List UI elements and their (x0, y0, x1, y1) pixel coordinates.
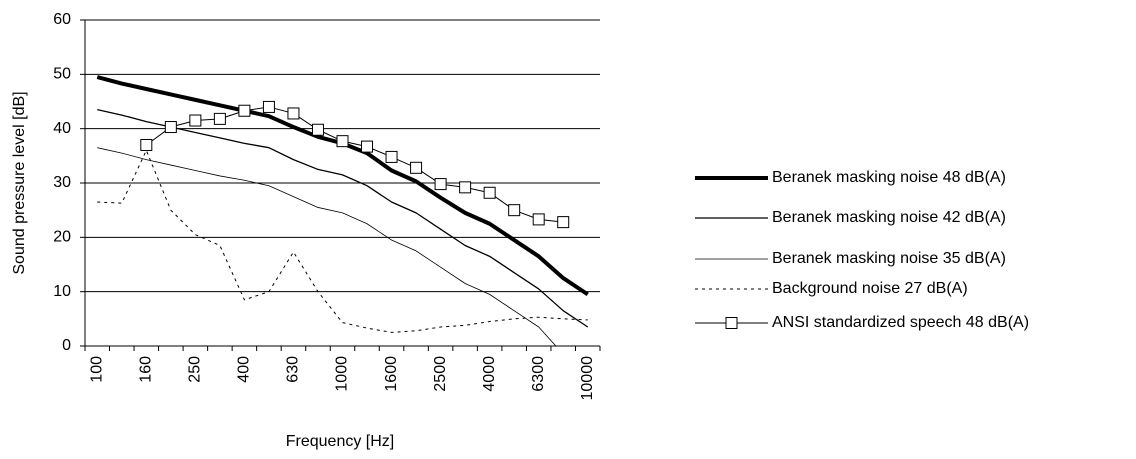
marker (287, 107, 300, 120)
plot-area (96, 75, 589, 346)
series-line (97, 109, 589, 328)
x-tick-label: 400 (236, 356, 253, 383)
x-axis-title: Frequency [Hz] (286, 433, 394, 450)
marker (140, 138, 153, 151)
y-tick-label: 10 (53, 283, 71, 300)
marker (361, 140, 374, 153)
legend-label: ANSI standardized speech 48 dB(A) (772, 314, 1029, 331)
x-tick-label: 160 (138, 356, 155, 383)
x-tick-label: 1000 (334, 356, 351, 392)
x-tick-label: 10000 (579, 356, 596, 401)
x-tick-label: 250 (187, 356, 204, 383)
series-line (146, 106, 564, 223)
marker (213, 112, 226, 125)
x-tick-label: 100 (88, 356, 105, 383)
y-tick-label: 50 (53, 66, 71, 83)
series-line (96, 75, 589, 297)
x-tick-label: 2500 (432, 356, 449, 392)
y-tick-label: 60 (53, 11, 71, 28)
marker (459, 181, 472, 194)
series-line (97, 147, 557, 346)
x-tick-label: 4000 (481, 356, 498, 392)
marker (164, 121, 177, 134)
marker (483, 186, 496, 199)
y-axis-title: Sound pressure level [dB] (11, 91, 28, 274)
x-tick-label: 1600 (383, 356, 400, 392)
marker (557, 216, 570, 229)
x-tick-label: 630 (285, 356, 302, 383)
legend-marker (725, 317, 738, 329)
marker (434, 178, 447, 191)
y-tick-label: 0 (62, 337, 71, 354)
y-tick-label: 20 (53, 229, 71, 246)
marker (410, 161, 423, 174)
marker (262, 100, 275, 113)
marker (238, 104, 251, 117)
marker (311, 123, 324, 136)
x-tick-label: 6300 (530, 356, 547, 392)
marker (189, 114, 202, 127)
legend-label: Beranek masking noise 35 dB(A) (772, 250, 1006, 267)
marker (508, 204, 521, 217)
legend-label: Beranek masking noise 48 dB(A) (772, 169, 1006, 186)
y-tick-label: 40 (53, 120, 71, 137)
legend-label: Beranek masking noise 42 dB(A) (772, 209, 1006, 226)
marker (385, 150, 398, 163)
legend-label: Background noise 27 dB(A) (772, 280, 968, 297)
y-tick-label: 30 (53, 174, 71, 191)
marker (532, 213, 545, 226)
marker (336, 135, 349, 148)
